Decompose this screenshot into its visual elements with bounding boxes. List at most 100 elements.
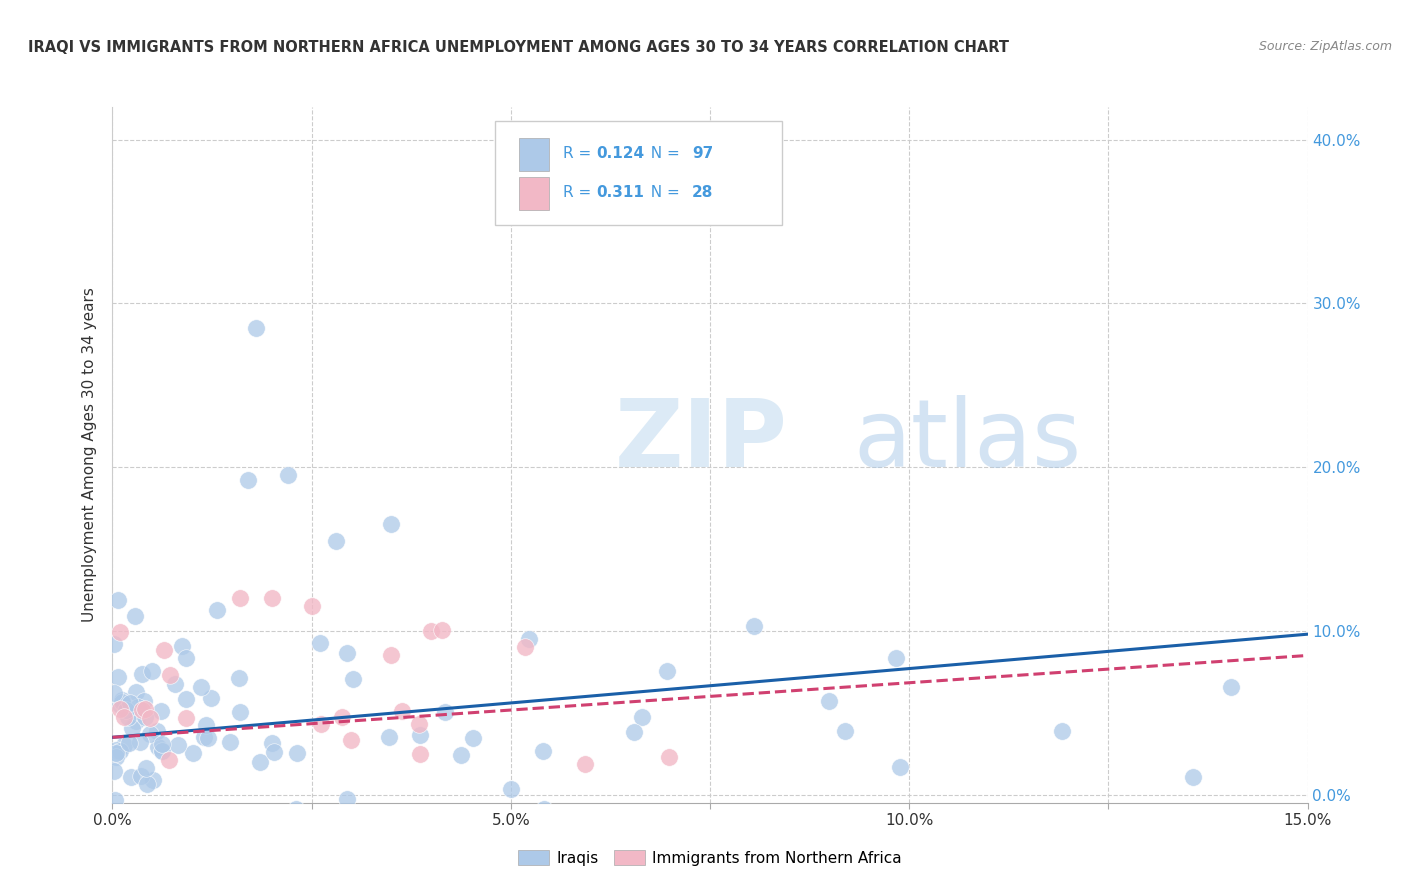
Iraqis xyxy=(228,672,250,686)
Iraqis xyxy=(117,709,139,723)
Immigrants from Northern Africa xyxy=(138,813,160,827)
Immigrants from Northern Africa xyxy=(159,668,181,682)
Iraqis xyxy=(176,650,198,665)
Iraqis xyxy=(623,724,645,739)
Iraqis xyxy=(336,792,359,806)
Immigrants from Northern Africa xyxy=(153,643,176,657)
Iraqis xyxy=(120,770,142,784)
Iraqis xyxy=(174,692,197,706)
Iraqis xyxy=(131,769,153,783)
Iraqis xyxy=(409,728,432,742)
Iraqis xyxy=(308,636,330,650)
Immigrants from Northern Africa xyxy=(339,733,361,747)
Iraqis xyxy=(921,806,943,821)
FancyBboxPatch shape xyxy=(495,121,782,226)
Iraqis xyxy=(131,667,153,681)
Iraqis xyxy=(380,517,402,532)
Text: 28: 28 xyxy=(692,186,713,200)
Immigrants from Northern Africa xyxy=(574,756,596,771)
Iraqis xyxy=(889,760,911,774)
Iraqis xyxy=(167,841,190,855)
Iraqis xyxy=(145,724,167,739)
Iraqis xyxy=(104,793,127,807)
Iraqis xyxy=(342,672,364,686)
Iraqis xyxy=(285,802,308,816)
Iraqis xyxy=(655,664,678,678)
Iraqis xyxy=(193,731,215,745)
Immigrants from Northern Africa xyxy=(503,814,526,829)
Iraqis xyxy=(146,740,169,755)
Bar xyxy=(519,177,548,210)
Immigrants from Northern Africa xyxy=(139,711,162,725)
Immigrants from Northern Africa xyxy=(112,710,135,724)
Iraqis xyxy=(135,761,157,775)
Iraqis xyxy=(150,744,173,758)
Iraqis xyxy=(463,731,485,745)
Immigrants from Northern Africa xyxy=(131,703,153,717)
Immigrants from Northern Africa xyxy=(174,711,197,725)
Iraqis xyxy=(142,772,165,787)
Text: N =: N = xyxy=(641,186,685,200)
Iraqis xyxy=(531,744,554,758)
Iraqis xyxy=(111,692,134,706)
Iraqis xyxy=(229,705,252,719)
Iraqis xyxy=(177,806,200,821)
Iraqis xyxy=(150,737,173,751)
Iraqis xyxy=(132,694,155,708)
Iraqis xyxy=(127,699,149,714)
Immigrants from Northern Africa xyxy=(391,704,413,718)
Iraqis xyxy=(287,746,309,760)
Immigrants from Northern Africa xyxy=(309,716,332,731)
Immigrants from Northern Africa xyxy=(157,753,180,767)
Iraqis xyxy=(218,735,240,749)
Iraqis xyxy=(200,690,222,705)
Iraqis xyxy=(1052,723,1074,738)
Iraqis xyxy=(105,746,128,760)
Iraqis xyxy=(517,632,540,646)
Text: Source: ZipAtlas.com: Source: ZipAtlas.com xyxy=(1258,40,1392,54)
Iraqis xyxy=(149,704,172,718)
Iraqis xyxy=(108,744,131,758)
Iraqis xyxy=(108,698,131,713)
Iraqis xyxy=(115,703,138,717)
Text: ZIP: ZIP xyxy=(614,395,787,487)
Iraqis xyxy=(197,731,219,745)
Iraqis xyxy=(742,619,765,633)
Iraqis xyxy=(141,814,163,829)
Immigrants from Northern Africa xyxy=(408,717,430,731)
Immigrants from Northern Africa xyxy=(110,624,132,639)
Iraqis xyxy=(249,755,271,769)
Iraqis xyxy=(103,637,125,651)
Immigrants from Northern Africa xyxy=(409,747,432,761)
Y-axis label: Unemployment Among Ages 30 to 34 years: Unemployment Among Ages 30 to 34 years xyxy=(82,287,97,623)
Text: 0.311: 0.311 xyxy=(596,186,644,200)
Text: IRAQI VS IMMIGRANTS FROM NORTHERN AFRICA UNEMPLOYMENT AMONG AGES 30 TO 34 YEARS : IRAQI VS IMMIGRANTS FROM NORTHERN AFRICA… xyxy=(28,40,1010,55)
Iraqis xyxy=(505,820,527,834)
Text: R =: R = xyxy=(562,146,596,161)
Iraqis xyxy=(141,664,163,678)
Iraqis xyxy=(172,639,194,653)
Immigrants from Northern Africa xyxy=(260,591,283,606)
Iraqis xyxy=(163,676,186,690)
Iraqis xyxy=(124,685,146,699)
Iraqis xyxy=(263,745,285,759)
Iraqis xyxy=(245,321,267,335)
Iraqis xyxy=(352,808,374,822)
Iraqis xyxy=(115,819,138,833)
Iraqis xyxy=(104,743,127,757)
Immigrants from Northern Africa xyxy=(229,591,252,606)
Iraqis xyxy=(107,593,129,607)
Iraqis xyxy=(110,694,132,708)
Iraqis xyxy=(120,696,142,710)
Iraqis xyxy=(630,710,652,724)
Iraqis xyxy=(107,670,129,684)
Iraqis xyxy=(139,727,162,741)
Iraqis xyxy=(433,705,456,719)
Iraqis xyxy=(1219,681,1241,695)
Text: R =: R = xyxy=(562,186,596,200)
Iraqis xyxy=(884,651,907,665)
Iraqis xyxy=(325,533,347,548)
Iraqis xyxy=(103,764,125,779)
Iraqis xyxy=(533,802,555,816)
Iraqis xyxy=(125,714,148,728)
